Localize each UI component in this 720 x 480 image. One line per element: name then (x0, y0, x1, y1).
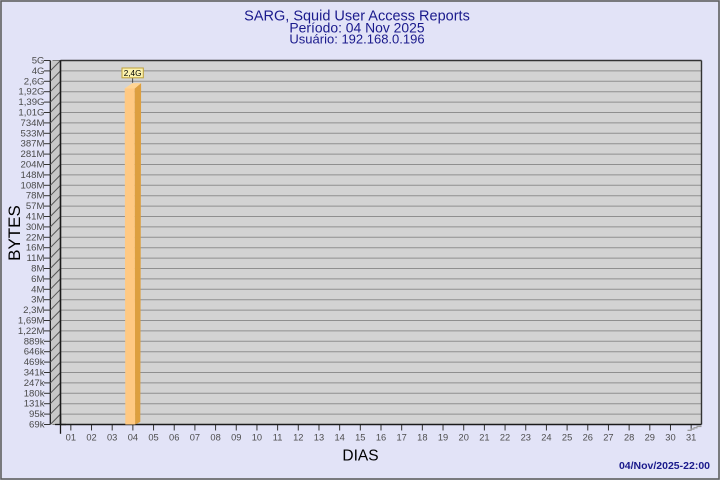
svg-text:3M: 3M (31, 295, 44, 306)
svg-text:22: 22 (500, 433, 510, 443)
svg-text:1,01G: 1,01G (18, 108, 44, 119)
svg-text:1,92G: 1,92G (18, 87, 44, 98)
svg-text:10: 10 (252, 433, 262, 443)
svg-text:31: 31 (686, 433, 696, 443)
svg-text:108M: 108M (21, 180, 45, 191)
svg-text:03: 03 (107, 433, 117, 443)
svg-text:24: 24 (541, 433, 551, 443)
svg-text:30M: 30M (26, 222, 45, 233)
svg-text:57M: 57M (26, 201, 45, 212)
svg-text:05: 05 (148, 433, 158, 443)
svg-text:08: 08 (210, 433, 220, 443)
svg-text:69k: 69k (29, 420, 45, 431)
svg-text:01: 01 (66, 433, 76, 443)
svg-text:2,6G: 2,6G (24, 76, 45, 87)
svg-text:247k: 247k (24, 378, 45, 389)
svg-text:4M: 4M (31, 284, 44, 295)
svg-text:1,22M: 1,22M (18, 326, 45, 337)
svg-text:18: 18 (417, 433, 427, 443)
svg-text:5G: 5G (32, 56, 45, 67)
svg-text:646k: 646k (24, 347, 45, 358)
svg-text:20: 20 (459, 433, 469, 443)
svg-text:23: 23 (521, 433, 531, 443)
svg-text:09: 09 (231, 433, 241, 443)
svg-text:15: 15 (355, 433, 365, 443)
svg-text:14: 14 (334, 433, 344, 443)
svg-text:BYTES: BYTES (5, 205, 24, 261)
svg-text:06: 06 (169, 433, 179, 443)
svg-text:16: 16 (376, 433, 386, 443)
svg-text:41M: 41M (26, 212, 45, 223)
svg-text:889k: 889k (24, 336, 45, 347)
svg-text:8M: 8M (31, 264, 44, 275)
svg-text:DIAS: DIAS (342, 448, 378, 465)
svg-text:2,4G: 2,4G (124, 69, 142, 78)
svg-text:17: 17 (397, 433, 407, 443)
svg-text:04/Nov/2025-22:00: 04/Nov/2025-22:00 (619, 460, 710, 472)
svg-text:29: 29 (645, 433, 655, 443)
svg-text:469k: 469k (24, 357, 45, 368)
svg-text:02: 02 (86, 433, 96, 443)
svg-text:1,69M: 1,69M (18, 316, 45, 327)
svg-text:78M: 78M (26, 191, 45, 202)
svg-text:341k: 341k (24, 368, 45, 379)
svg-text:13: 13 (314, 433, 324, 443)
svg-text:Usuário: 192.168.0.196: Usuário: 192.168.0.196 (289, 32, 424, 47)
svg-text:2,3M: 2,3M (23, 305, 44, 316)
svg-text:26: 26 (583, 433, 593, 443)
svg-text:16M: 16M (26, 243, 45, 254)
svg-text:204M: 204M (21, 160, 45, 171)
svg-text:95k: 95k (29, 409, 45, 420)
svg-text:11M: 11M (27, 253, 45, 264)
svg-text:04: 04 (128, 433, 138, 443)
svg-text:131k: 131k (24, 399, 45, 410)
svg-text:11: 11 (273, 433, 283, 443)
svg-text:148M: 148M (21, 170, 45, 181)
svg-text:12: 12 (293, 433, 303, 443)
svg-text:07: 07 (190, 433, 200, 443)
svg-text:281M: 281M (21, 149, 45, 160)
svg-text:30: 30 (665, 433, 675, 443)
svg-text:180k: 180k (24, 388, 45, 399)
svg-text:25: 25 (562, 433, 572, 443)
svg-text:387M: 387M (21, 139, 45, 150)
svg-text:1,39G: 1,39G (18, 97, 44, 108)
svg-text:21: 21 (479, 433, 489, 443)
svg-text:734M: 734M (21, 118, 45, 129)
svg-text:27: 27 (603, 433, 613, 443)
svg-text:4G: 4G (32, 66, 45, 77)
svg-text:19: 19 (438, 433, 448, 443)
svg-text:28: 28 (624, 433, 634, 443)
svg-text:22M: 22M (26, 232, 45, 243)
svg-text:6M: 6M (31, 274, 44, 285)
svg-text:533M: 533M (21, 128, 45, 139)
